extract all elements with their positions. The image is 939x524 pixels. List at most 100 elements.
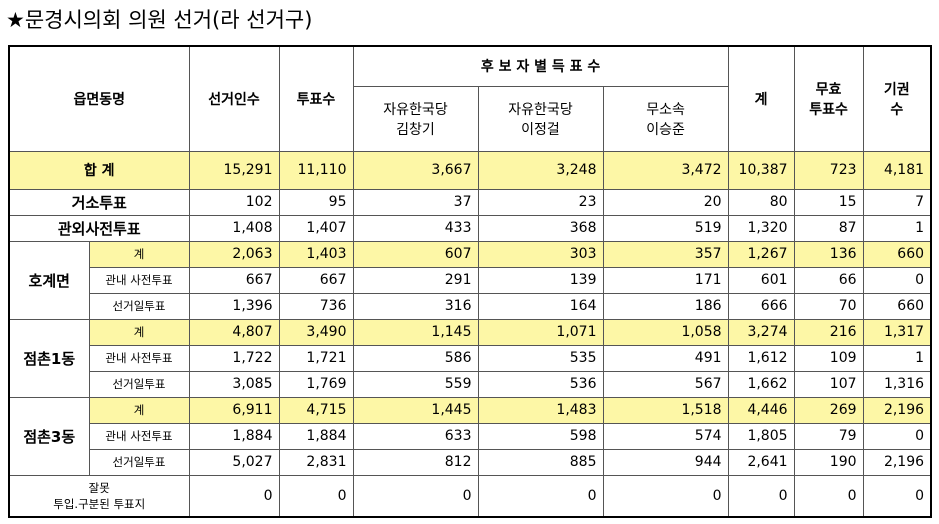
cell-text: 관외사전투표 xyxy=(57,219,141,238)
cell-text: 1,320 xyxy=(747,220,788,236)
table-cell: 491 xyxy=(602,344,729,372)
table-row: 관내 사전투표 667 667 291 139 171 601 66 0 xyxy=(9,266,932,294)
table-row: 점촌3동 계 6,911 4,715 1,445 1,483 1,518 4,446 269 2,… xyxy=(8,396,932,476)
cell-text: 관내 사전투표 xyxy=(105,351,173,365)
cell-text: 66 xyxy=(838,272,857,288)
cell-text: 선거일투표 xyxy=(112,377,166,391)
table-cell: 0 xyxy=(862,474,932,518)
cell-text: 1,316 xyxy=(883,376,925,392)
table-cell: 점촌3동 xyxy=(8,396,90,476)
cell-text: 291 xyxy=(444,272,472,288)
cell-text: 5,027 xyxy=(232,454,273,470)
table-cell: 1,403 xyxy=(278,240,354,268)
table-row: 읍면동명 선거인수 투표수 후 보 자 별 득 표 수 계 무효 투표수 기권 수 xyxy=(8,45,932,152)
table-cell: 6,911 xyxy=(188,396,280,424)
cell-text: 6,911 xyxy=(232,402,273,418)
table-cell: 660 xyxy=(862,240,932,268)
table-cell: 1,805 xyxy=(727,422,795,450)
cell-text: 합 계 xyxy=(83,163,115,179)
table-cell: 4,181 xyxy=(862,150,932,190)
table-cell: 2,063 xyxy=(188,240,280,268)
table-cell: 1 xyxy=(862,344,932,372)
table-row: 관내 사전투표 1,884 1,884 633 598 574 1,805 79 0 xyxy=(9,422,932,450)
table-cell: 1,267 xyxy=(727,240,795,268)
table-cell: 633 xyxy=(352,422,479,450)
cell-text: 0 xyxy=(915,487,925,504)
table-cell: 7 xyxy=(862,188,932,216)
table-cell: 109 xyxy=(793,344,864,372)
table-cell: 1,316 xyxy=(862,370,932,398)
table-cell: 거소투표 xyxy=(8,188,190,216)
table-cell: 535 xyxy=(477,344,604,372)
table-cell: 2,196 xyxy=(862,448,932,476)
table-cell: 읍면동명 xyxy=(8,45,190,152)
cell-text: 79 xyxy=(838,428,857,444)
table-cell: 관내 사전투표 xyxy=(88,266,190,294)
cell-text: 660 xyxy=(897,246,925,262)
table-cell: 269 xyxy=(793,396,864,424)
table-cell: 선거일투표 xyxy=(88,448,190,476)
table-cell: 660 xyxy=(862,292,932,320)
table-cell: 1,662 xyxy=(727,370,795,398)
cell-text: 계 xyxy=(133,247,145,261)
cell-text: 1,317 xyxy=(883,324,925,340)
table-cell: 0 xyxy=(188,474,280,518)
table-cell: 자유한국당 김창기 xyxy=(352,85,479,152)
table-cell: 316 xyxy=(352,292,479,320)
cell-text: 1,884 xyxy=(306,428,347,444)
cell-text: 투입.구분된 투표지 xyxy=(53,496,146,511)
table-cell: 0 xyxy=(793,474,864,518)
table-cell: 자유한국당 이정걸 xyxy=(477,85,604,152)
cell-text: 1 xyxy=(915,350,925,366)
cell-text: 수 xyxy=(890,101,904,118)
cell-text: 885 xyxy=(569,454,597,470)
cell-text: 1,407 xyxy=(306,220,347,236)
cell-text: 점촌1동 xyxy=(23,349,76,368)
table-cell: 136 xyxy=(793,240,864,268)
cell-text: 87 xyxy=(838,220,857,236)
table-cell: 잘못 투입.구분된 투표지 xyxy=(8,474,190,518)
cell-text: 2,196 xyxy=(883,402,925,418)
table-cell: 70 xyxy=(793,292,864,320)
cell-text: 1,071 xyxy=(556,324,597,340)
cell-text: 1,396 xyxy=(232,298,273,314)
table-row: 선거일투표 5,027 2,831 812 885 944 2,641 190 2,196 xyxy=(9,448,932,476)
table-cell: 계 xyxy=(88,318,190,346)
table-cell: 호계면 xyxy=(8,240,90,320)
cell-text: 2,641 xyxy=(747,454,788,470)
cell-text: 601 xyxy=(760,272,788,288)
cell-text: 723 xyxy=(829,162,857,178)
cell-text: 23 xyxy=(578,194,597,210)
cell-text: 0 xyxy=(587,487,597,504)
cell-text: 기권 xyxy=(883,81,910,98)
cell-text: 1,483 xyxy=(556,402,597,418)
table-cell: 관내 사전투표 xyxy=(88,422,190,450)
cell-text: 216 xyxy=(829,324,857,340)
table-cell: 0 xyxy=(727,474,795,518)
table-cell: 4,715 xyxy=(278,396,354,424)
cell-text: 574 xyxy=(694,428,722,444)
cell-text: 1,805 xyxy=(747,428,788,444)
table-cell: 관외사전투표 xyxy=(8,214,190,242)
table-cell: 107 xyxy=(793,370,864,398)
table-cell: 519 xyxy=(602,214,729,242)
table-cell: 1,884 xyxy=(278,422,354,450)
table-cell: 4,807 xyxy=(188,318,280,346)
table-cell: 1,317 xyxy=(862,318,932,346)
cell-text: 15 xyxy=(838,194,857,210)
cell-text: 1,769 xyxy=(306,376,347,392)
cell-text: 368 xyxy=(569,220,597,236)
table-cell: 0 xyxy=(862,422,932,450)
table-cell: 계 xyxy=(88,240,190,268)
table-cell: 37 xyxy=(352,188,479,216)
cell-text: 1,058 xyxy=(681,324,722,340)
cell-text: 139 xyxy=(569,272,597,288)
cell-text: 선거일투표 xyxy=(112,299,166,313)
table-row: 합 계 15,291 11,110 3,667 3,248 3,472 10,387 723 4… xyxy=(8,150,932,190)
cell-text: 무소속 xyxy=(646,101,685,118)
cell-text: 3,490 xyxy=(306,324,347,340)
cell-text: 136 xyxy=(829,246,857,262)
cell-text: 4,446 xyxy=(747,402,788,418)
table-cell: 1,407 xyxy=(278,214,354,242)
cell-text: 선거일투표 xyxy=(112,455,166,469)
